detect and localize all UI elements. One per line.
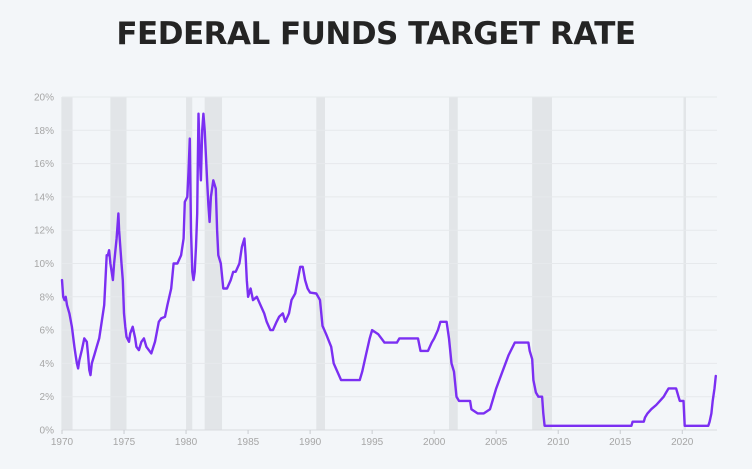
x-tick-label: 2010 xyxy=(547,437,570,448)
x-tick-label: 1985 xyxy=(237,437,260,448)
y-tick-label: 2% xyxy=(40,392,55,403)
y-tick-label: 8% xyxy=(40,292,55,303)
series-line xyxy=(60,112,717,427)
y-axis: 0% 2% 4% 6% 8% 10% 12% 14% 16% 18% 20% xyxy=(34,93,54,437)
series-group xyxy=(60,112,717,427)
x-tick-label: 1995 xyxy=(361,437,384,448)
y-tick-label: 4% xyxy=(40,359,55,370)
y-tick-label: 18% xyxy=(34,126,54,137)
y-tick-label: 0% xyxy=(40,426,55,437)
y-tick-label: 20% xyxy=(34,93,54,104)
gridlines xyxy=(62,96,717,431)
x-tick-label: 2020 xyxy=(671,437,694,448)
x-tick-label: 1975 xyxy=(113,437,136,448)
y-tick-label: 10% xyxy=(34,259,54,270)
y-tick-label: 12% xyxy=(34,226,54,237)
x-axis: 1970 1975 1980 1985 1990 1995 2000 2005 2010 2015… xyxy=(51,430,694,448)
x-tick-label: 1970 xyxy=(51,437,74,448)
x-tick-label: 2000 xyxy=(423,437,446,448)
chart-title: FEDERAL FUNDS TARGET RATE xyxy=(116,16,636,52)
x-tick-label: 1990 xyxy=(299,437,322,448)
y-tick-label: 16% xyxy=(34,159,54,170)
x-tick-label: 2015 xyxy=(609,437,632,448)
x-tick-label: 1980 xyxy=(175,437,198,448)
x-tick-label: 2005 xyxy=(485,437,508,448)
y-tick-label: 14% xyxy=(34,192,54,203)
y-tick-label: 6% xyxy=(40,326,55,337)
